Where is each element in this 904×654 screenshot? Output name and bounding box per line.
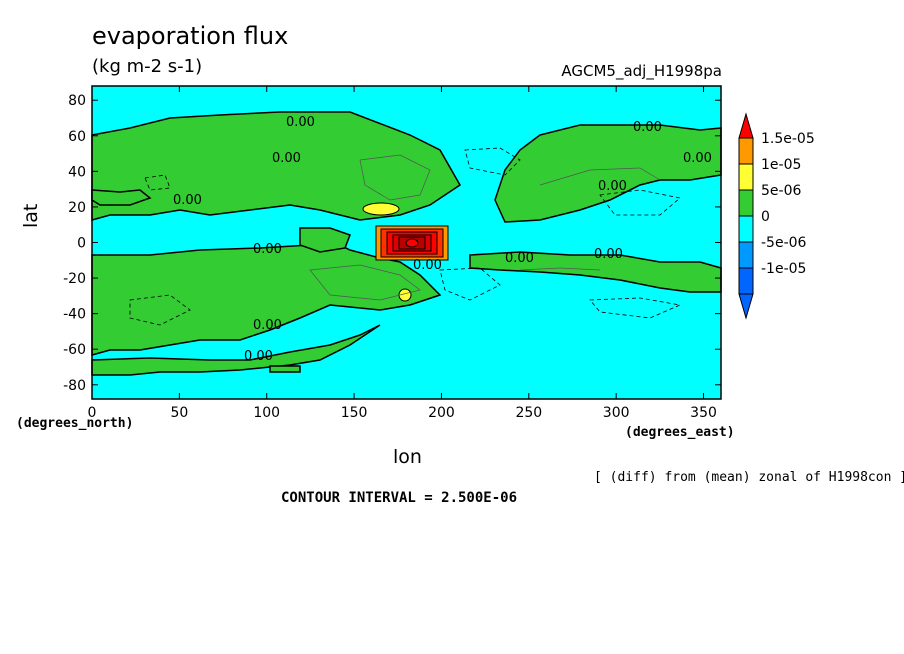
x-tick-label: 300 (603, 405, 630, 421)
y-tick-label: -60 (63, 342, 86, 358)
colorbar-label: 5e-06 (761, 183, 801, 199)
colorbar-arrow-bottom (738, 293, 754, 320)
colorbar-label: -1e-05 (761, 261, 806, 277)
colorbar-label: -5e-06 (761, 235, 807, 251)
colorbar-swatch (738, 267, 754, 295)
diff-note: [ (diff) from (mean) zonal of H1998con ] (594, 470, 904, 485)
contour-label: 0.00 (505, 251, 534, 266)
contour-label: 0.00 (253, 318, 282, 333)
x-tick-label: 0 (88, 405, 97, 421)
y-axis: 80 60 40 20 0 -20 -40 -60 -80 (63, 93, 721, 394)
contour-labels: 0.00 0.00 0.00 0.00 0.00 0.00 0.00 0.00 … (173, 115, 712, 364)
contour-interval: CONTOUR INTERVAL = 2.500E-06 (281, 490, 518, 506)
y-tick-label: -80 (63, 378, 86, 394)
colorbar-swatch (738, 137, 754, 165)
x-tick-label: 50 (170, 405, 188, 421)
y-axis-unit: (degrees_north) (16, 416, 134, 431)
contour-label: 0.00 (272, 151, 301, 166)
thin-contours (309, 154, 661, 301)
y-tick-label: 0 (77, 236, 86, 252)
x-tick-label: 100 (253, 405, 280, 421)
chart-units: (kg m-2 s-1) (92, 56, 203, 77)
contour-label: 0.00 (633, 120, 662, 135)
x-axis-unit: (degrees_east) (625, 425, 735, 440)
chart-title: evaporation flux (92, 22, 289, 50)
contour-label: 0.00 (173, 193, 202, 208)
colorbar-label: 1e-05 (761, 157, 801, 173)
colorbar: 1.5e-05 1e-05 5e-06 0 -5e-06 -1e-05 (738, 112, 815, 320)
x-axis-label: lon (393, 446, 422, 468)
peak-contours (375, 225, 449, 261)
y-tick-label: -20 (63, 271, 86, 287)
colorbar-arrow-top (738, 112, 754, 139)
negative-contours (129, 147, 682, 326)
y-tick-label: 60 (68, 129, 86, 145)
y-tick-label: 20 (68, 200, 86, 216)
x-tick-label: 350 (690, 405, 717, 421)
contour-label: 0.00 (286, 115, 315, 130)
contour-label: 0.00 (244, 349, 273, 364)
y-tick-label: 40 (68, 164, 86, 180)
colorbar-swatch (738, 241, 754, 269)
colorbar-label: 1.5e-05 (761, 131, 815, 147)
y-tick-label: 80 (68, 93, 86, 109)
run-name: AGCM5_adj_H1998pa (561, 62, 722, 80)
positive-regions (91, 111, 722, 376)
y-tick-label: -40 (63, 307, 86, 323)
colorbar-swatch (738, 163, 754, 191)
contour-label: 0.00 (598, 179, 627, 194)
colorbar-swatch (738, 189, 754, 217)
x-tick-label: 200 (428, 405, 455, 421)
x-axis: 0 50 100 150 200 250 300 350 (88, 86, 717, 421)
colorbar-label: 0 (761, 209, 770, 225)
x-tick-label: 150 (341, 405, 368, 421)
x-tick-label: 250 (515, 405, 542, 421)
contour-label: 0.00 (594, 247, 623, 262)
contour-label: 0.00 (253, 242, 282, 257)
colorbar-swatch (738, 215, 754, 243)
contour-label: 0.00 (413, 258, 442, 273)
contour-label: 0.00 (683, 151, 712, 166)
